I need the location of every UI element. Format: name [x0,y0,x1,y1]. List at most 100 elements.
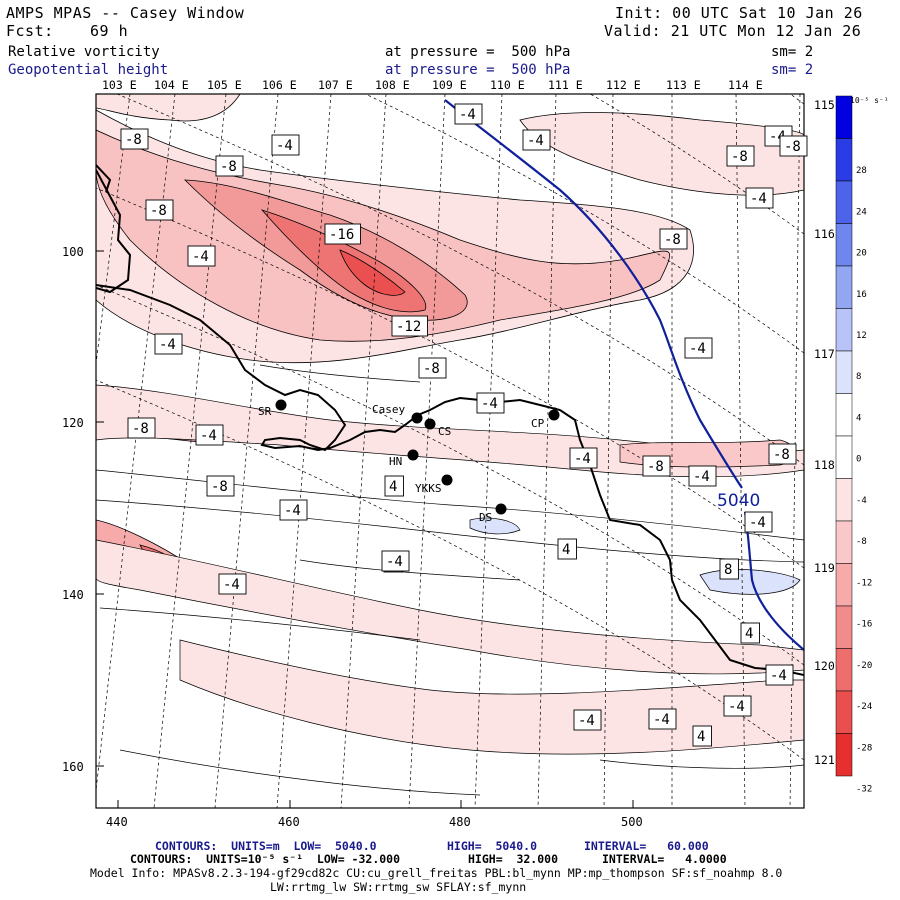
y-tick-label: 100 [62,245,84,259]
longitude-line [735,94,746,808]
svg-text:-12: -12 [396,319,421,335]
contour-label: -8 [120,128,149,150]
vorticity-shade-upper-right [519,112,804,196]
colorbar-segment [835,435,853,479]
colorbar-level: 8 [856,372,861,382]
latitude-label-bg [812,562,842,575]
longitude-label: 110 E [490,78,525,92]
colorbar-level: 4 [856,413,861,423]
colorbar-segment [835,520,853,564]
y-tick-label: 120 [62,416,84,430]
longitude-line [537,94,557,808]
contour-label: -8 [768,443,797,465]
longitude-label: 103 E [102,78,137,92]
longitude-label: 109 E [432,78,467,92]
svg-text:4: 4 [562,542,570,558]
svg-text:-8: -8 [125,132,142,148]
station-label-casey: Casey [372,403,405,416]
svg-text:-4: -4 [750,191,767,207]
colorbar-level: -8 [856,537,867,547]
contour-label: 4 [740,622,760,644]
latitude-label-bg [812,99,842,112]
colorbar: 10⁻⁵ s⁻¹ 28 24 20 16 12 8 4 0 -4 -8 -12 -16 -20 -24 -28… [835,95,889,794]
contour-label: -4 [573,709,602,731]
colorbar-level: 24 [856,207,867,217]
svg-text:-4: -4 [693,469,710,485]
shaded-field [96,94,804,808]
colorbar-level: -4 [856,496,867,506]
field1-level: at pressure = 500 hPa [385,44,571,60]
station-label-ykks: YKKS [415,482,442,495]
x-tick-label: 500 [621,815,643,829]
longitude-label: 105 E [207,78,242,92]
contours-height-label: CONTOURS: UNITS=m LOW= 5040.0 [155,839,377,853]
colorbar-segment [835,478,853,522]
colorbar-level: 28 [856,166,867,176]
contour-label: -4 [569,447,598,469]
latitude-line [589,94,804,235]
contour-label: -4 [279,499,308,521]
svg-text:8: 8 [724,562,732,578]
colorbar-level: -28 [856,743,872,753]
svg-text:-4: -4 [653,712,670,728]
latitude-label-bg [812,228,842,241]
contour-label: -8 [418,357,447,379]
x-tick-label: 460 [278,815,300,829]
colorbar-level: 0 [856,455,861,465]
svg-text:-8: -8 [664,232,681,248]
longitude-line [789,94,801,808]
contour-label: -8 [127,417,156,439]
colorbar-segment [835,138,853,182]
contour-label: -4 [195,424,224,446]
contour-label: -4 [522,129,551,151]
vorticity-shade-bottom [96,690,804,808]
colorbar-segment [835,605,853,649]
longitude-line [276,94,332,808]
longitude-label: 114 E [728,78,763,92]
svg-text:-4: -4 [574,451,591,467]
field2-name: Geopotential height [8,62,169,78]
forecast-label: Fcst: [6,22,54,40]
station-label-cp: CP [531,417,545,430]
contour-label: -4 [381,550,410,572]
contour-label: -4 [648,708,677,730]
vorticity-shade-minus20 [339,249,406,296]
svg-text:4: 4 [745,626,753,642]
contour-label: -4 [454,103,483,125]
svg-text:-4: -4 [386,554,403,570]
contour-label: -8 [642,455,671,477]
field2-level: at pressure = 500 hPa [385,62,571,78]
colorbar-level: -24 [856,702,872,712]
contour-label: -16 [324,223,361,245]
contour-label: -8 [659,228,688,250]
colorbar-level: 20 [856,249,867,259]
contour-label: -12 [391,315,428,337]
latitude-label-bg [812,660,842,673]
contour-label: -8 [215,155,244,177]
field1-smoothing: sm= 2 [771,44,814,60]
latitude-line [96,187,804,569]
contour-label: -4 [154,333,183,355]
longitude-label: 106 E [262,78,297,92]
svg-text:-8: -8 [731,149,748,165]
colorbar-level: 16 [856,290,867,300]
svg-text:-8: -8 [150,203,167,219]
svg-text:-4: -4 [192,249,209,265]
latitude-line [96,284,804,666]
coastline [96,169,804,676]
vorticity-shade-minus8 [96,129,670,342]
x-tick-label: 440 [106,815,128,829]
svg-text:-4: -4 [284,503,301,519]
svg-text:-4: -4 [749,515,766,531]
svg-text:-4: -4 [527,133,544,149]
contour-label: -8 [726,145,755,167]
model-info: Model Info: MPASv8.2.3-194-gf29cd82c CU:… [90,866,783,880]
svg-text:-8: -8 [211,479,228,495]
station-label-cs: CS [438,425,451,438]
longitude-label: 108 E [375,78,410,92]
svg-text:-4: -4 [689,341,706,357]
contour-label: -4 [684,337,713,359]
contours-height-high: HIGH= 5040.0 [447,839,538,853]
colorbar-segment [835,350,853,394]
station-dot-ds [495,503,507,515]
